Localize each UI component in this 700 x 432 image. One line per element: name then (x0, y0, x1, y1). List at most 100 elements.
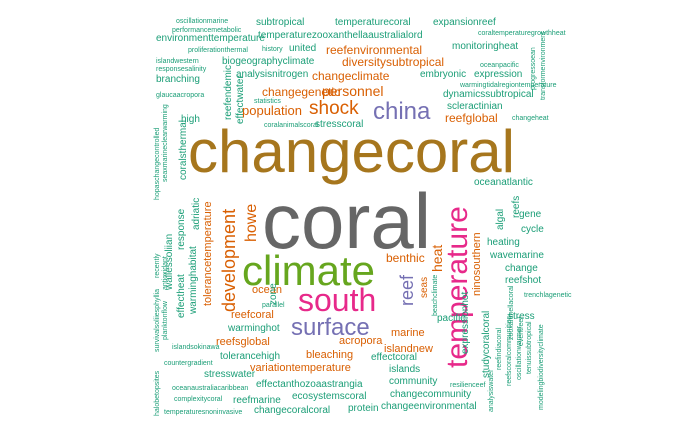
word: performancemetabolic (172, 27, 242, 34)
word: planktonflow (162, 301, 169, 340)
word: proliferationthermal (188, 47, 248, 54)
word: temperaturezooxanthellaaustralialord (258, 30, 423, 41)
word: expansionreef (433, 17, 496, 28)
word: reefmarine (233, 395, 281, 406)
word: tolerancetemperature (202, 201, 214, 306)
word: effectwater (235, 75, 246, 124)
word: ninosouthern (471, 232, 483, 296)
word: seaxmarineclearwarming (162, 104, 169, 182)
word: ecosystemscoral (292, 391, 367, 402)
word: statistics (254, 98, 281, 105)
word: benthic (386, 251, 425, 265)
word: branching (156, 74, 200, 85)
word: reefenvironmental (326, 43, 423, 57)
word: climate (242, 247, 376, 294)
word: coraltemperaturegrowthheat (478, 30, 566, 37)
word: scleractinian (447, 101, 503, 112)
word: modelingbiodiversityclimate (538, 324, 545, 410)
word: halobetopsites (154, 370, 161, 416)
word: monitoringheat (452, 41, 519, 52)
word: embryonic (420, 69, 467, 80)
word: analysisnitrogen (236, 69, 309, 80)
word: environmenttemperature (156, 33, 265, 44)
word: variationtemperature (250, 362, 351, 374)
word: oceanatlantic (474, 177, 533, 188)
word: parallel (262, 302, 285, 309)
word: warminghot (228, 323, 280, 334)
word: complexitycoral (174, 396, 223, 403)
word: trenchlagenetic (524, 292, 572, 299)
word: islandnew (384, 343, 433, 355)
word: surface (291, 314, 370, 341)
word: wavemarine (490, 250, 544, 261)
word: reefindiacoral (496, 327, 503, 370)
word: dynamicssubtropical (443, 89, 534, 100)
word: islandwestern (156, 58, 199, 65)
word: changecoral (188, 118, 515, 185)
word: population (242, 103, 302, 118)
word: temperaturecoral (335, 17, 411, 28)
word: community (389, 376, 438, 387)
word: progressoean (530, 47, 537, 90)
word: reefs (511, 195, 522, 218)
word: responsesalinity (156, 66, 207, 73)
word: stresscoral (315, 119, 364, 130)
word: personnel (322, 83, 384, 99)
word: stress (508, 311, 535, 322)
word: change (505, 263, 538, 274)
word: howe (243, 203, 260, 242)
word: response (176, 208, 187, 250)
word: china (373, 98, 431, 125)
word: shock (309, 98, 359, 119)
word: history (262, 46, 283, 53)
word: reefsglobal (216, 336, 270, 348)
word: cycle (521, 224, 544, 235)
word: reefglobal (445, 111, 498, 125)
word: islands (389, 364, 421, 375)
word: expressionhot (460, 291, 471, 354)
word: reefshot (505, 275, 542, 286)
word: studycoralcoral (481, 310, 492, 378)
word: transformenvironment (540, 31, 547, 100)
word: pacific (437, 313, 466, 324)
word: changecoralcoral (254, 405, 331, 416)
word: antioxidant (162, 256, 169, 290)
word: temperaturesnoninvasive (164, 409, 243, 416)
word: bleaching (306, 349, 354, 361)
word: diversitysubtropical (342, 55, 445, 69)
word: expression (474, 69, 523, 80)
word: subtropical (256, 17, 305, 28)
word: warminghabitat (188, 246, 199, 314)
word: zooxanthellacoral (508, 285, 515, 340)
word: hopaschangecontrolled (154, 127, 161, 200)
word: coralsthermal (178, 119, 189, 180)
word: reefendemic (223, 64, 234, 120)
word: biogeographyclimate (222, 56, 315, 67)
word: warmingtidalregiontemperature (460, 82, 557, 89)
word: survivalsoliiesphyllia (154, 288, 161, 352)
word: gene (519, 209, 542, 220)
word: south (298, 282, 377, 318)
word: effectanthozoaastrangia (256, 379, 363, 390)
word: heat (429, 244, 445, 272)
word: eventreef (518, 316, 525, 346)
word: tenuissubtropical (526, 321, 533, 374)
word: protein (348, 403, 379, 414)
word: coralanimalscoral (264, 122, 319, 129)
word: effectheat (176, 274, 187, 318)
word: heating (487, 237, 520, 248)
word: united (289, 43, 317, 54)
word: oceanaustraliacaribbean (172, 385, 249, 392)
word: stresswater (204, 369, 256, 380)
word: beachclimate (432, 274, 439, 316)
word: recently (154, 253, 161, 278)
word: marine (391, 327, 425, 339)
word: changeheat (512, 115, 549, 122)
word: analysiswater (488, 369, 495, 412)
word: reefcoral (231, 309, 274, 321)
word: resilienceef (450, 382, 486, 389)
word: development (219, 208, 239, 312)
word: oceanpacific (480, 62, 519, 69)
word: ocean (252, 284, 282, 296)
